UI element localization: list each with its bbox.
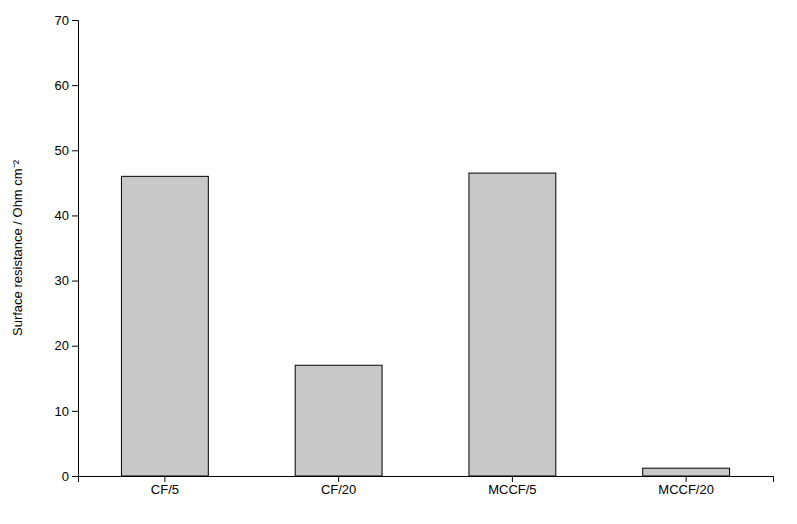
- chart-svg: CF/5 CF/20 MCCF/5 MCCF/20 0 10 20 30 40 50 60 70 Sur…: [0, 0, 797, 524]
- bar: [295, 365, 382, 476]
- y-tick-mark: [72, 281, 78, 282]
- x-tick: CF/5: [151, 476, 179, 497]
- y-tick-mark: [72, 150, 78, 151]
- x-tick: CF/20: [321, 476, 356, 497]
- x-tick-label: CF/20: [321, 482, 356, 497]
- x-tick-mark: [338, 476, 339, 482]
- y-tick-label: 40: [55, 208, 69, 223]
- bar: [469, 173, 556, 476]
- y-tick: 40: [55, 208, 78, 223]
- y-tick-label: 10: [55, 404, 69, 419]
- x-tick: MCCF/20: [658, 476, 714, 497]
- y-tick-mark: [72, 476, 78, 477]
- y-tick: 70: [55, 13, 78, 28]
- x-tick-mark: [512, 476, 513, 482]
- y-tick-label: 70: [55, 13, 69, 28]
- x-tick-label: MCCF/5: [488, 482, 536, 497]
- bar: [643, 468, 730, 476]
- bars: [121, 173, 729, 476]
- y-tick-label: 0: [62, 469, 69, 484]
- chart-container: CF/5 CF/20 MCCF/5 MCCF/20 0 10 20 30 40 50 60 70 Sur…: [0, 0, 797, 524]
- y-tick-mark: [72, 215, 78, 216]
- y-tick-label: 50: [55, 143, 69, 158]
- bar: [121, 176, 208, 476]
- y-tick: 30: [55, 273, 78, 288]
- y-tick-label: 20: [55, 338, 69, 353]
- x-tick-label: CF/5: [151, 482, 179, 497]
- y-axis-line: [72, 21, 79, 477]
- y-tick: 60: [55, 78, 78, 93]
- y-axis-title: Surface resistance / Ohm cm⁻²: [10, 159, 25, 336]
- x-tick-label: MCCF/20: [658, 482, 714, 497]
- y-tick-mark: [72, 411, 78, 412]
- x-tick: MCCF/5: [488, 476, 536, 497]
- y-tick: 0: [62, 469, 78, 484]
- y-tick-mark: [72, 346, 78, 347]
- y-tick-mark: [72, 20, 78, 21]
- y-tick-mark: [72, 85, 78, 86]
- plot: CF/5 CF/20 MCCF/5 MCCF/20 0 10 20 30 40 50 60 70: [55, 13, 774, 498]
- y-tick: 50: [55, 143, 78, 158]
- y-tick: 20: [55, 338, 78, 353]
- x-tick-mark: [164, 476, 165, 482]
- x-axis: CF/5 CF/20 MCCF/5 MCCF/20: [79, 476, 774, 497]
- y-tick: 10: [55, 404, 78, 419]
- y-axis: 0 10 20 30 40 50 60 70: [55, 13, 79, 484]
- x-axis-line: [79, 477, 774, 483]
- y-tick-label: 60: [55, 78, 69, 93]
- y-tick-label: 30: [55, 273, 69, 288]
- x-tick-mark: [686, 476, 687, 482]
